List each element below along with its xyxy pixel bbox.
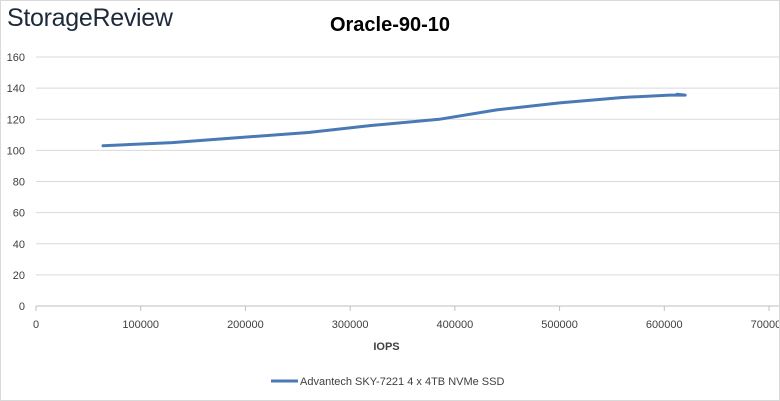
y-axis-ticks: 0 20 40 60 80 100 120 140 160	[7, 52, 25, 313]
x-tick-label: 700000	[751, 319, 779, 331]
y-tick-label: 160	[7, 52, 25, 64]
series-line	[101, 92, 687, 148]
x-tick-label: 300000	[332, 319, 369, 331]
x-axis-ticks: 0 100000 200000 300000 400000 500000 600000 700…	[33, 306, 779, 331]
y-tick-label: 140	[7, 83, 25, 95]
x-tick-label: 100000	[122, 319, 159, 331]
x-tick-label: 0	[33, 319, 39, 331]
gridlines	[36, 56, 779, 276]
x-tick-label: 500000	[541, 319, 578, 331]
y-tick-label: 80	[13, 177, 25, 189]
x-axis-label: IOPS	[373, 341, 399, 353]
series-lines	[101, 92, 687, 148]
chart-title: Oracle-90-10	[329, 14, 451, 36]
y-tick-label: 40	[13, 239, 25, 251]
storagereview-logo: StorageReview	[7, 4, 173, 32]
legend: Advantech SKY-7221 4 x 4TB NVMe SSD	[271, 376, 504, 388]
x-tick-label: 400000	[436, 319, 473, 331]
y-tick-label: 60	[13, 208, 25, 220]
y-tick-label: 20	[13, 270, 25, 282]
y-tick-label: 120	[7, 114, 25, 126]
x-tick-label: 600000	[646, 319, 683, 331]
y-tick-label: 0	[19, 301, 25, 313]
y-tick-label: 100	[7, 145, 25, 157]
legend-entry: Advantech SKY-7221 4 x 4TB NVMe SSD	[300, 376, 504, 388]
x-tick-label: 200000	[227, 319, 264, 331]
